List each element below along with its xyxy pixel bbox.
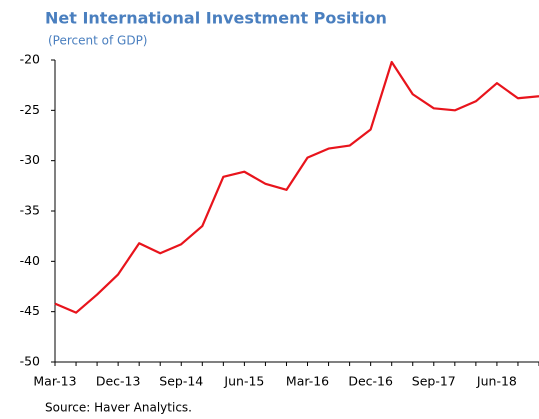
- chart-subtitle: (Percent of GDP): [48, 34, 148, 48]
- x-tick-label: Mar-16: [286, 374, 329, 389]
- x-tick-label: Mar-13: [33, 374, 76, 389]
- y-tick-label: -30: [20, 152, 40, 167]
- y-tick-label: -45: [20, 303, 40, 318]
- x-tick-label: Sep-17: [412, 374, 456, 389]
- x-tick-label: Jun-18: [476, 374, 517, 389]
- y-tick-label: -50: [20, 354, 40, 369]
- y-tick-label: -35: [20, 203, 40, 218]
- x-tick-label: Dec-13: [96, 374, 141, 389]
- y-tick-label: -20: [20, 52, 40, 67]
- x-tick-label: Jun-15: [223, 374, 264, 389]
- x-tick-label: Sep-14: [159, 374, 203, 389]
- source-note: Source: Haver Analytics.: [45, 401, 192, 415]
- x-tick-label: Dec-16: [348, 374, 393, 389]
- chart-title: Net International Investment Position: [45, 9, 387, 28]
- data-line: [54, 60, 539, 314]
- y-tick-label: -25: [20, 102, 40, 117]
- y-tick-label: -40: [20, 253, 40, 268]
